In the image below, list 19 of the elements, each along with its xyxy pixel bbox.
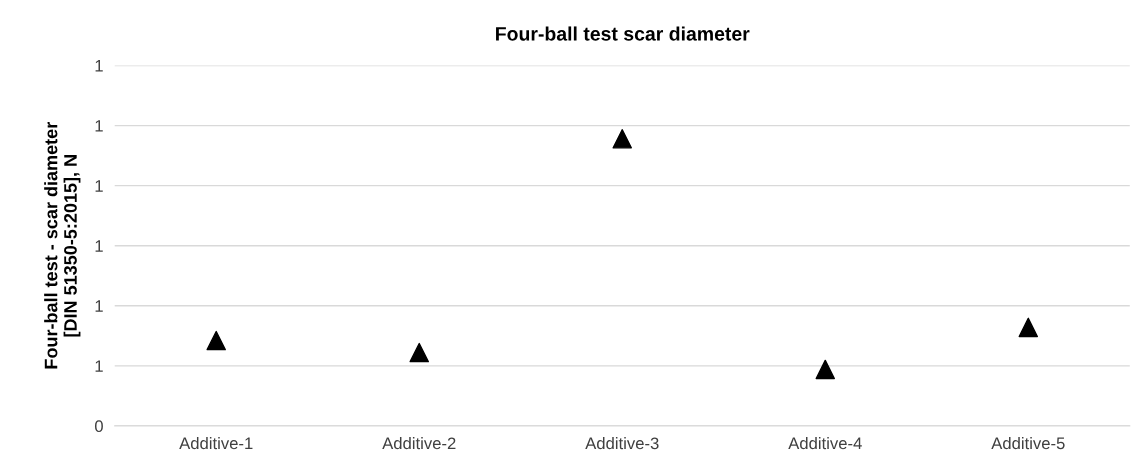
- x-tick-label: Additive-5: [991, 436, 1065, 450]
- x-tick-label: Additive-4: [788, 436, 862, 450]
- y-tick-label: 1: [95, 240, 103, 252]
- point: [1018, 317, 1039, 338]
- x-tick-label: Additive-3: [585, 436, 659, 450]
- point: [612, 129, 632, 149]
- x-tick-label: Additive-1: [179, 436, 253, 450]
- point: [206, 330, 226, 351]
- y-tick-label: 1: [95, 60, 103, 72]
- y-tick-label: 1: [95, 180, 103, 192]
- point: [815, 359, 836, 380]
- point: [409, 342, 429, 363]
- y-tick-label: 0: [94, 420, 103, 433]
- chart-title: Four-ball test scar diameter: [496, 26, 750, 41]
- y-tick-label: 1: [95, 360, 103, 372]
- y-tick-label: 1: [95, 300, 103, 312]
- y-axis-title: Four-ball test - scar diameter [DIN 51350-5:2015], N: [44, 122, 81, 369]
- y-tick-label: 1: [95, 120, 103, 132]
- x-tick-label: Additive-2: [382, 436, 456, 450]
